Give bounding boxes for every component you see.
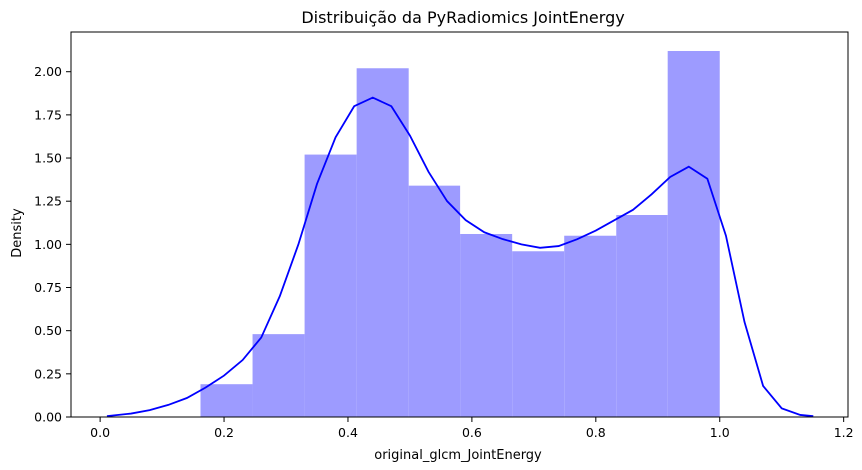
x-tick-label: 0.0 [90,425,110,440]
y-tick-label: 0.75 [34,280,62,295]
y-tick-label: 0.50 [34,323,62,338]
plot-area [70,31,849,418]
histogram-bars [200,50,720,418]
histogram-bar [667,50,720,418]
y-tick-label: 1.25 [34,194,62,209]
y-tick-label: 2.00 [34,64,62,79]
y-axis-label: Density [10,208,25,258]
x-tick-label: 0.2 [214,425,234,440]
histogram-bar [564,235,617,417]
y-tick-label: 1.00 [34,237,62,252]
x-axis-label: original_glcm_JointEnergy [374,448,542,463]
plot-frame [70,31,849,418]
y-tick-label: 1.75 [34,107,62,122]
histogram-bar [460,233,513,417]
histogram-bar [356,68,409,417]
x-tick-label: 1.0 [710,425,730,440]
histogram-bar [304,154,357,417]
y-tick-label: 0.00 [34,410,62,425]
x-tick-label: 1.2 [834,425,854,440]
histogram-bar [200,384,253,417]
kde-line [106,96,814,418]
histogram-bar [512,251,565,417]
y-tick-label: 0.25 [34,366,62,381]
histogram-bar [252,334,305,417]
x-tick-label: 0.6 [462,425,482,440]
x-tick-label: 0.8 [586,425,606,440]
histogram-bar [408,185,461,417]
chart-title: Distribuição da PyRadiomics JointEnergy [301,8,624,27]
y-tick-label: 1.50 [34,151,62,166]
x-tick-label: 0.4 [338,425,358,440]
histogram-bar [616,215,668,417]
y-axis: 0.00 0.25 0.50 0.75 1.00 1.25 1.50 1.75 2.00 [34,64,71,425]
x-axis: 0.0 0.2 0.4 0.6 0.8 1.0 1.2 [90,417,854,440]
